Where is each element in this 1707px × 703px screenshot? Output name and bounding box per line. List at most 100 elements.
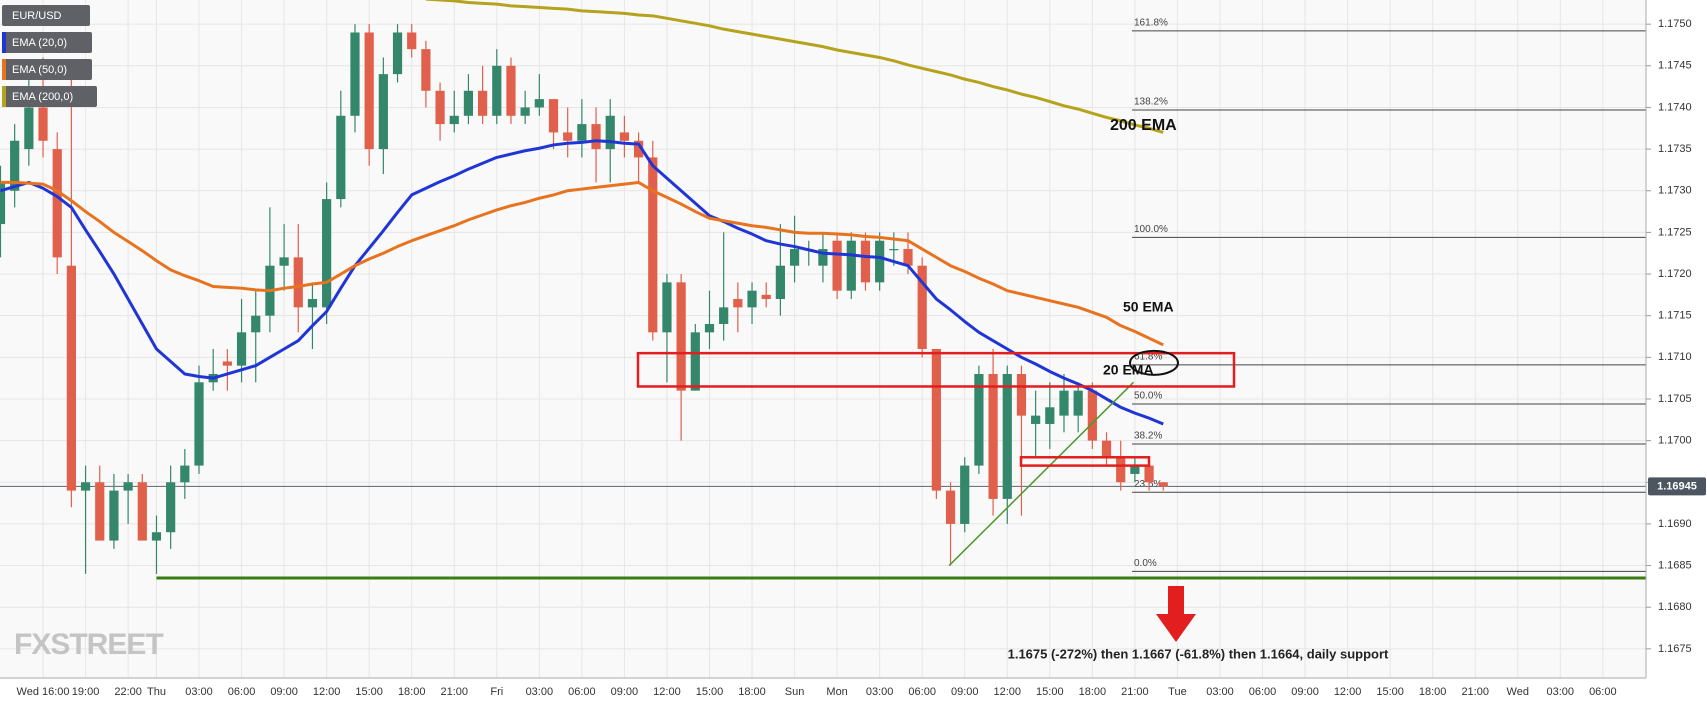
candle-body: [222, 361, 232, 366]
candle-body: [251, 315, 261, 333]
candle-body: [761, 294, 771, 300]
ema-line: [0, 139, 1164, 426]
candle-body: [364, 32, 374, 150]
candle-body: [336, 115, 346, 200]
x-tick-label: 09:00: [270, 686, 298, 698]
candle-body: [194, 382, 204, 466]
candle-body: [605, 115, 615, 150]
candle-body: [917, 265, 927, 349]
x-tick-label: 06:00: [908, 686, 936, 698]
legend-label: EMA (200,0): [12, 91, 73, 103]
candle-body: [719, 307, 729, 325]
legend-box: [2, 59, 92, 80]
y-tick-label: 1.1680: [1658, 601, 1692, 613]
candle-body: [236, 332, 247, 366]
x-tick-label: 03:00: [866, 686, 894, 698]
y-tick-label: 1.1720: [1658, 268, 1692, 280]
x-tick-label: 15:00: [355, 686, 383, 698]
candle-body: [322, 199, 332, 308]
candle-body: [0, 182, 6, 225]
candle-body: [435, 90, 445, 125]
x-tick-label: 12:00: [1334, 686, 1362, 698]
note: 1.1675 (-272%) then 1.1667 (-61.8%) then…: [1008, 646, 1389, 661]
candle-body: [478, 90, 488, 116]
fib-label: 100.0%: [1134, 224, 1168, 235]
candle-body: [747, 290, 757, 308]
legend-box: [2, 5, 90, 26]
candle-body: [80, 482, 91, 491]
fib-label: 138.2%: [1134, 97, 1168, 108]
candle-body: [676, 282, 686, 391]
candle-body: [279, 257, 289, 266]
x-tick-label: 03:00: [1547, 686, 1575, 698]
candle-body: [619, 132, 630, 141]
candle-body: [95, 482, 105, 541]
x-tick-label: 21:00: [440, 686, 468, 698]
x-tick-label: 19:00: [72, 686, 100, 698]
candle-body: [1144, 465, 1154, 483]
candle-body: [690, 332, 700, 391]
candle-body: [563, 132, 573, 141]
x-tick-label: 12:00: [313, 686, 341, 698]
candle-body: [534, 99, 544, 108]
candle-body: [392, 32, 403, 75]
y-tick-label: 1.1675: [1658, 643, 1692, 655]
candle-body: [889, 249, 899, 251]
ema-line: [425, 0, 1164, 134]
candle-body: [123, 482, 133, 491]
overlay: 200 EMA 50 EMA 20 EMA 1.1675 (-272%) then 1…: [2, 5, 1389, 661]
y-tick-label: 1.1685: [1658, 559, 1692, 571]
candle-body: [463, 90, 474, 116]
y-tick-label: 1.1700: [1658, 435, 1692, 447]
annotation: 20 EMA: [1103, 362, 1154, 378]
trendline: [948, 381, 1135, 567]
last-price-label: 1.16945: [1657, 480, 1697, 492]
candle-body: [860, 240, 871, 283]
fib-label: 50.0%: [1134, 391, 1162, 402]
legend-swatch: [2, 86, 6, 107]
x-tick-label: 06:00: [568, 686, 596, 698]
candle-body: [733, 299, 743, 308]
x-tick-label: 15:00: [696, 686, 724, 698]
x-tick-label: Tue: [1168, 686, 1187, 698]
candle-body: [1002, 373, 1012, 499]
legend-box: [2, 86, 97, 107]
candle-body: [166, 482, 176, 533]
legend-label: EMA (20,0): [12, 37, 67, 49]
candle-body: [974, 373, 984, 466]
candle-body: [1073, 390, 1083, 416]
candle-body: [10, 140, 20, 191]
x-tick-label: 09:00: [1291, 686, 1319, 698]
candle-body: [960, 465, 970, 524]
candle-body: [293, 257, 303, 308]
x-tick-label: Sun: [785, 686, 805, 698]
x-tick-label: 06:00: [228, 686, 256, 698]
watermark: FXSTREET: [14, 628, 163, 661]
last-price-tag: [1648, 477, 1706, 496]
candle-body: [577, 124, 587, 141]
candle-body: [38, 107, 48, 141]
plot-content: 161.8% 138.2% 100.0% 61.8% 50.0% 38.2% 23.6% 0.…: [0, 0, 1646, 580]
y-tick-label: 1.1725: [1658, 226, 1692, 238]
y-tick-label: 1.1750: [1658, 18, 1692, 30]
candle-body: [1059, 390, 1069, 416]
ema-line: [0, 180, 1164, 347]
x-tick-label: 18:00: [738, 686, 766, 698]
candle-body: [875, 240, 885, 283]
x-tick-label: 09:00: [611, 686, 639, 698]
candle-body: [1116, 457, 1126, 483]
zone-box: [636, 351, 1236, 388]
candle-body: [1045, 407, 1055, 424]
candle-body: [137, 482, 147, 541]
annotation: 200 EMA: [1110, 117, 1177, 134]
x-tick-label: 15:00: [1036, 686, 1064, 698]
y-tick-label: 1.1735: [1658, 143, 1692, 155]
candle-body: [506, 65, 516, 116]
candle-body: [350, 32, 360, 116]
candle-body: [1101, 440, 1112, 458]
candle-body: [648, 157, 658, 333]
legend-label: EMA (50,0): [12, 64, 67, 76]
y-tick-label: 1.1745: [1658, 60, 1692, 72]
candle-body: [378, 74, 388, 150]
